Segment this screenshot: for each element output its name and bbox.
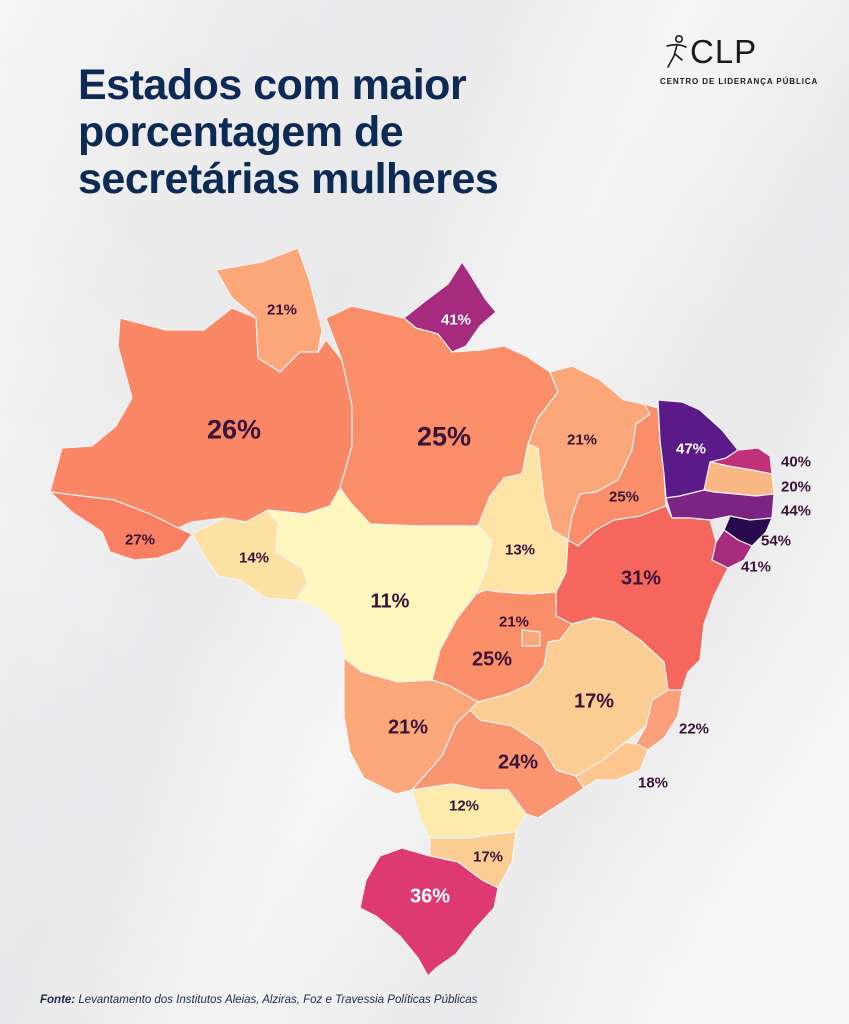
logo-subtitle: CENTRO DE LIDERANÇA PÚBLICA [660, 77, 819, 86]
page-title: Estados com maior porcentagem de secretá… [78, 62, 598, 203]
logo-name: CLP [690, 33, 758, 70]
state-df [521, 629, 541, 647]
label-rondonia: 14% [238, 549, 270, 567]
label-rgn: 40% [780, 453, 812, 471]
label-rio-grande-do-sul: 36% [409, 885, 451, 908]
label-sao-paulo: 24% [497, 751, 539, 774]
title-line-1: Estados com maior [78, 61, 467, 109]
title-line-2: porcentagem de [78, 108, 404, 156]
label-roraima: 21% [266, 301, 298, 319]
label-ceara: 47% [675, 440, 707, 458]
label-maranhao: 21% [566, 431, 598, 449]
label-santa-catarina: 17% [472, 848, 504, 866]
label-alagoas: 54% [760, 532, 792, 550]
source-note: Fonte: Levantamento dos Institutos Aleia… [40, 994, 477, 1006]
title-line-3: secretárias mulheres [78, 155, 499, 203]
label-bahia: 31% [620, 567, 662, 590]
state-acre [49, 491, 193, 561]
label-acre: 27% [124, 531, 156, 549]
label-pernambuco: 44% [780, 502, 812, 520]
label-mato-grosso: 11% [370, 590, 410, 613]
state-sao-paulo [411, 709, 585, 819]
label-rio-de-janeiro: 18% [637, 774, 669, 792]
state-rio-de-janeiro [575, 741, 649, 789]
source-text: Levantamento dos Institutos Aleias, Alzi… [78, 994, 478, 1006]
clp-logo: CLP CENTRO DE LIDERANÇA PÚBLICA [660, 33, 817, 94]
label-minas-gerais: 17% [573, 690, 615, 713]
label-espirito-santo: 22% [678, 720, 710, 738]
label-para: 25% [416, 421, 472, 452]
label-sergipe: 41% [740, 558, 772, 576]
label-piaui: 25% [608, 488, 640, 506]
label-amazonas: 26% [206, 414, 262, 445]
label-goias: 25% [471, 648, 513, 671]
label-mato-grosso-do-sul: 21% [387, 716, 429, 739]
source-label: Fonte: [40, 994, 76, 1006]
runner-figure-icon [666, 34, 687, 68]
label-df: 21% [498, 613, 530, 631]
state-rio-grande-do-sul [359, 847, 499, 977]
label-amapa: 41% [440, 311, 472, 329]
label-paraiba: 20% [780, 478, 812, 496]
label-parana: 12% [448, 797, 480, 815]
label-tocantins: 13% [504, 541, 536, 559]
